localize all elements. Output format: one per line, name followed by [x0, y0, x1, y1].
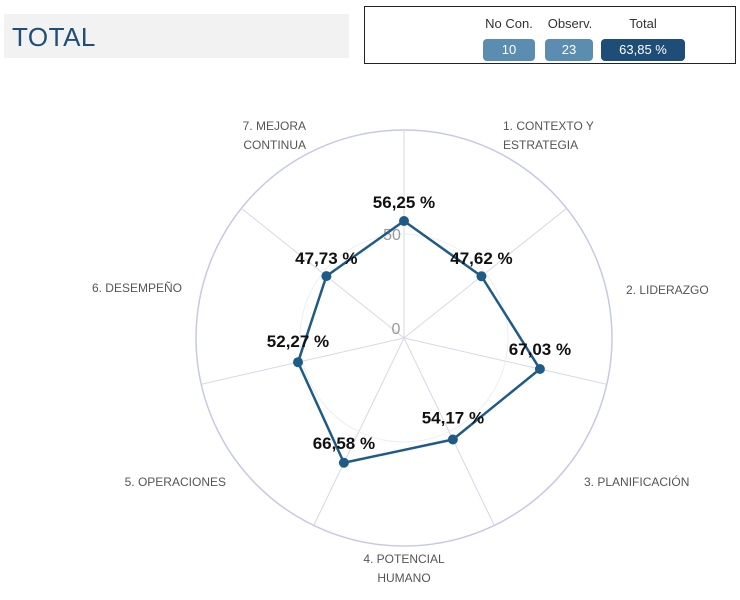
data-point	[476, 271, 487, 282]
data-label: 66,58 %	[313, 434, 375, 453]
data-label: 47,73 %	[295, 249, 357, 268]
axis-label: 6. DESEMPEÑO	[92, 281, 182, 295]
series-line	[296, 219, 542, 465]
axis-label-line: 4. POTENCIAL	[363, 552, 445, 566]
axis-label: 2. LIDERAZGO	[626, 283, 709, 297]
axis-label-line: 5. OPERACIONES	[125, 475, 226, 489]
data-point	[447, 434, 458, 445]
axis-label-line: 7. MEJORA	[243, 119, 306, 133]
data-point	[534, 364, 545, 375]
no-con-badge: 10	[483, 39, 535, 61]
page-title: TOTAL	[12, 22, 96, 52]
radar-grid-ring	[299, 233, 509, 443]
axis-label: 3. PLANIFICACIÓN	[584, 474, 689, 489]
axis-label-line: CONTINUA	[243, 138, 306, 152]
data-label: 47,62 %	[450, 249, 512, 268]
data-point	[399, 216, 409, 226]
axis-label: 7. MEJORA CONTINUA	[243, 119, 306, 152]
axis-label: 4. POTENCIAL HUMANO	[363, 552, 445, 585]
observ-badge: 23	[545, 39, 593, 61]
data-label: 56,25 %	[373, 193, 435, 212]
axis-label-line: 6. DESEMPEÑO	[92, 281, 182, 295]
data-label: 67,03 %	[509, 340, 571, 359]
axis-label-line: 1. CONTEXTO Y	[503, 119, 594, 133]
title-panel: TOTAL	[4, 14, 349, 58]
total-badge: 63,85 %	[601, 39, 685, 61]
data-label: 54,17 %	[422, 409, 484, 428]
axis-label-line: 2. LIDERAZGO	[626, 283, 709, 297]
axis-label: 5. OPERACIONES	[125, 475, 226, 489]
data-point	[338, 457, 349, 468]
tick-label-0: 0	[392, 321, 401, 338]
data-point	[321, 271, 332, 282]
data-point	[293, 357, 304, 368]
axis-label-line: HUMANO	[377, 571, 430, 585]
axis-label: 1. CONTEXTO Y ESTRATEGIA	[503, 119, 594, 152]
no-con-label: No Con.	[485, 16, 533, 31]
summary-panel: No Con. Observ. Total 10 23 63,85 %	[364, 6, 736, 64]
axis-label-line: 3. PLANIFICACIÓN	[584, 474, 689, 489]
observ-label: Observ.	[547, 16, 593, 31]
data-label: 52,27 %	[267, 332, 329, 351]
total-label: Total	[629, 16, 657, 31]
axis-label-line: ESTRATEGIA	[503, 138, 578, 152]
